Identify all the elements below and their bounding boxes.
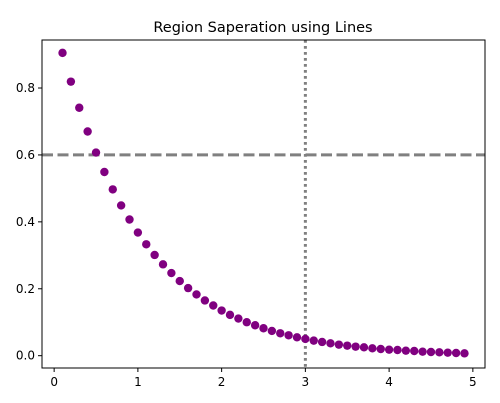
data-point	[58, 48, 67, 58]
data-point	[276, 329, 285, 338]
x-tick-label: 0	[50, 375, 58, 389]
data-point	[209, 301, 218, 310]
data-point	[393, 345, 402, 355]
data-point	[368, 344, 377, 353]
data-point	[66, 77, 76, 86]
data-point	[284, 331, 293, 340]
chart-title: Region Saperation using Lines	[153, 20, 372, 36]
x-tick-label: 1	[134, 375, 142, 389]
data-point	[250, 321, 260, 330]
data-point	[183, 283, 193, 293]
data-point	[292, 333, 302, 342]
data-point	[242, 318, 251, 327]
reference-lines	[42, 40, 485, 368]
x-tick-label: 4	[385, 375, 393, 389]
data-point	[259, 324, 268, 333]
data-point	[418, 347, 427, 356]
data-point	[435, 348, 444, 357]
data-point	[309, 336, 318, 345]
data-point	[158, 260, 168, 269]
y-axis: 0.0 0.2 0.4 0.6 0.8	[16, 81, 42, 363]
data-point	[334, 340, 344, 349]
data-point	[83, 127, 92, 136]
data-point	[175, 276, 184, 286]
x-tick-label: 3	[302, 375, 310, 389]
data-point	[234, 314, 243, 323]
data-point	[401, 346, 411, 355]
y-tick-label: 0.6	[16, 148, 35, 162]
data-point	[384, 345, 394, 354]
x-tick-label: 2	[218, 375, 226, 389]
data-point	[225, 310, 235, 320]
data-point	[150, 250, 159, 260]
data-point	[460, 349, 469, 358]
data-point	[75, 103, 84, 112]
data-point	[116, 201, 126, 210]
axes-frame	[41, 39, 486, 369]
x-tick-label: 5	[469, 375, 477, 389]
data-point	[317, 337, 327, 347]
data-point	[351, 342, 360, 351]
data-point	[167, 268, 176, 278]
data-point	[192, 290, 201, 299]
data-point	[443, 348, 452, 357]
data-point	[200, 296, 210, 305]
data-point	[267, 326, 277, 336]
data-point	[326, 339, 335, 348]
data-point	[359, 343, 369, 352]
data-point	[125, 215, 134, 224]
data-point	[217, 306, 226, 315]
y-tick-label: 0.4	[16, 215, 35, 229]
data-point	[376, 344, 385, 354]
x-axis: 0 1 2 3 4 5	[50, 368, 477, 389]
data-point	[142, 240, 151, 249]
data-point	[91, 148, 101, 157]
data-point	[343, 341, 352, 350]
data-point	[426, 347, 436, 357]
y-tick-label: 0.2	[16, 282, 35, 296]
data-point	[108, 185, 117, 194]
data-point	[133, 228, 143, 237]
data-point	[301, 334, 310, 344]
y-tick-label: 0.0	[16, 349, 35, 363]
data-point	[451, 348, 461, 358]
y-tick-label: 0.8	[16, 81, 35, 95]
data-points	[58, 48, 469, 358]
data-point	[100, 167, 109, 177]
data-point	[410, 346, 419, 356]
